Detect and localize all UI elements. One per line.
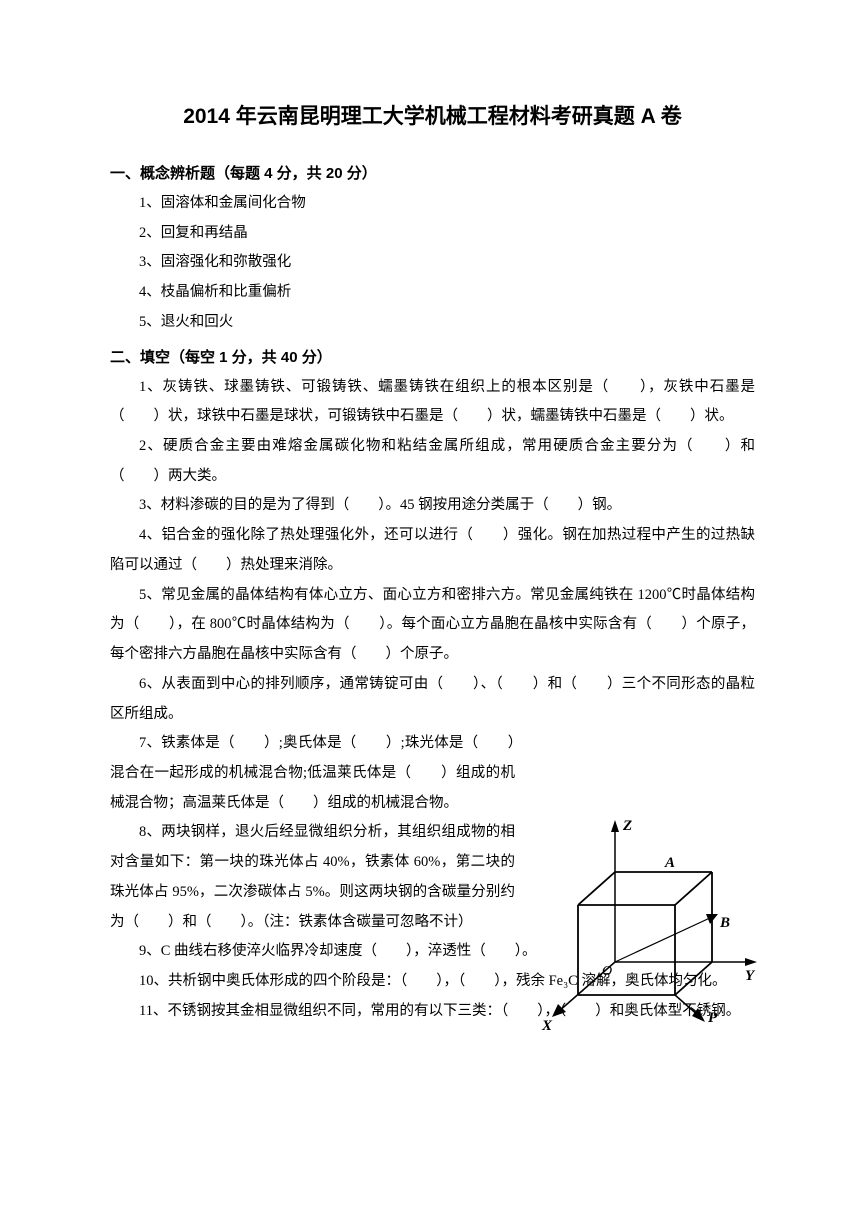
q1-5: 5、退火和回火 xyxy=(110,308,755,338)
page-title: 2014 年云南昆明理工大学机械工程材料考研真题 A 卷 xyxy=(110,100,755,130)
section2-header: 二、填空（每空 1 分，共 40 分） xyxy=(110,346,755,367)
svg-text:B: B xyxy=(719,915,730,931)
svg-text:X: X xyxy=(541,1018,553,1034)
q2-4: 4、铝合金的强化除了热处理强化外，还可以进行（ ）强化。钢在加热过程中产生的过热… xyxy=(110,521,755,580)
q2-6: 6、从表面到中心的排列顺序，通常铸锭可由（ ）、（ ）和（ ）三个不同形态的晶粒… xyxy=(110,670,755,729)
cube-diagram: Z Y X xyxy=(530,812,765,1042)
svg-text:A: A xyxy=(664,855,675,871)
q1-3: 3、固溶强化和弥散强化 xyxy=(110,248,755,278)
svg-text:P: P xyxy=(708,1010,718,1026)
svg-text:O: O xyxy=(602,964,612,979)
q1-1: 1、固溶体和金属间化合物 xyxy=(110,189,755,219)
q2-8: 8、两块钢样，退火后经显微组织分析，其组织组成物的相对含量如下：第一块的珠光体占… xyxy=(110,818,515,937)
q2-5: 5、常见金属的晶体结构有体心立方、面心立方和密排六方。常见金属纯铁在 1200℃… xyxy=(110,581,755,670)
q2-3: 3、材料渗碳的目的是为了得到（ ）。45 钢按用途分类属于（ ）钢。 xyxy=(110,491,755,521)
q1-2: 2、回复和再结晶 xyxy=(110,219,755,249)
section1-header: 一、概念辨析题（每题 4 分，共 20 分） xyxy=(110,162,755,183)
q2-7: 7、铁素体是（ ）;奥氏体是（ ）;珠光体是（ ）混合在一起形成的机械混合物;低… xyxy=(110,729,515,818)
q2-1: 1、灰铸铁、球墨铸铁、可锻铸铁、蠕墨铸铁在组织上的根本区别是（ ），灰铁中石墨是… xyxy=(110,373,755,432)
content-wrapper: 一、概念辨析题（每题 4 分，共 20 分） 1、固溶体和金属间化合物 2、回复… xyxy=(110,162,755,1026)
svg-text:Y: Y xyxy=(745,968,756,984)
svg-text:Z: Z xyxy=(622,818,632,834)
q1-4: 4、枝晶偏析和比重偏析 xyxy=(110,278,755,308)
q2-2: 2、硬质合金主要由难熔金属碳化物和粘结金属所组成，常用硬质合金主要分为（ ）和（… xyxy=(110,432,755,491)
